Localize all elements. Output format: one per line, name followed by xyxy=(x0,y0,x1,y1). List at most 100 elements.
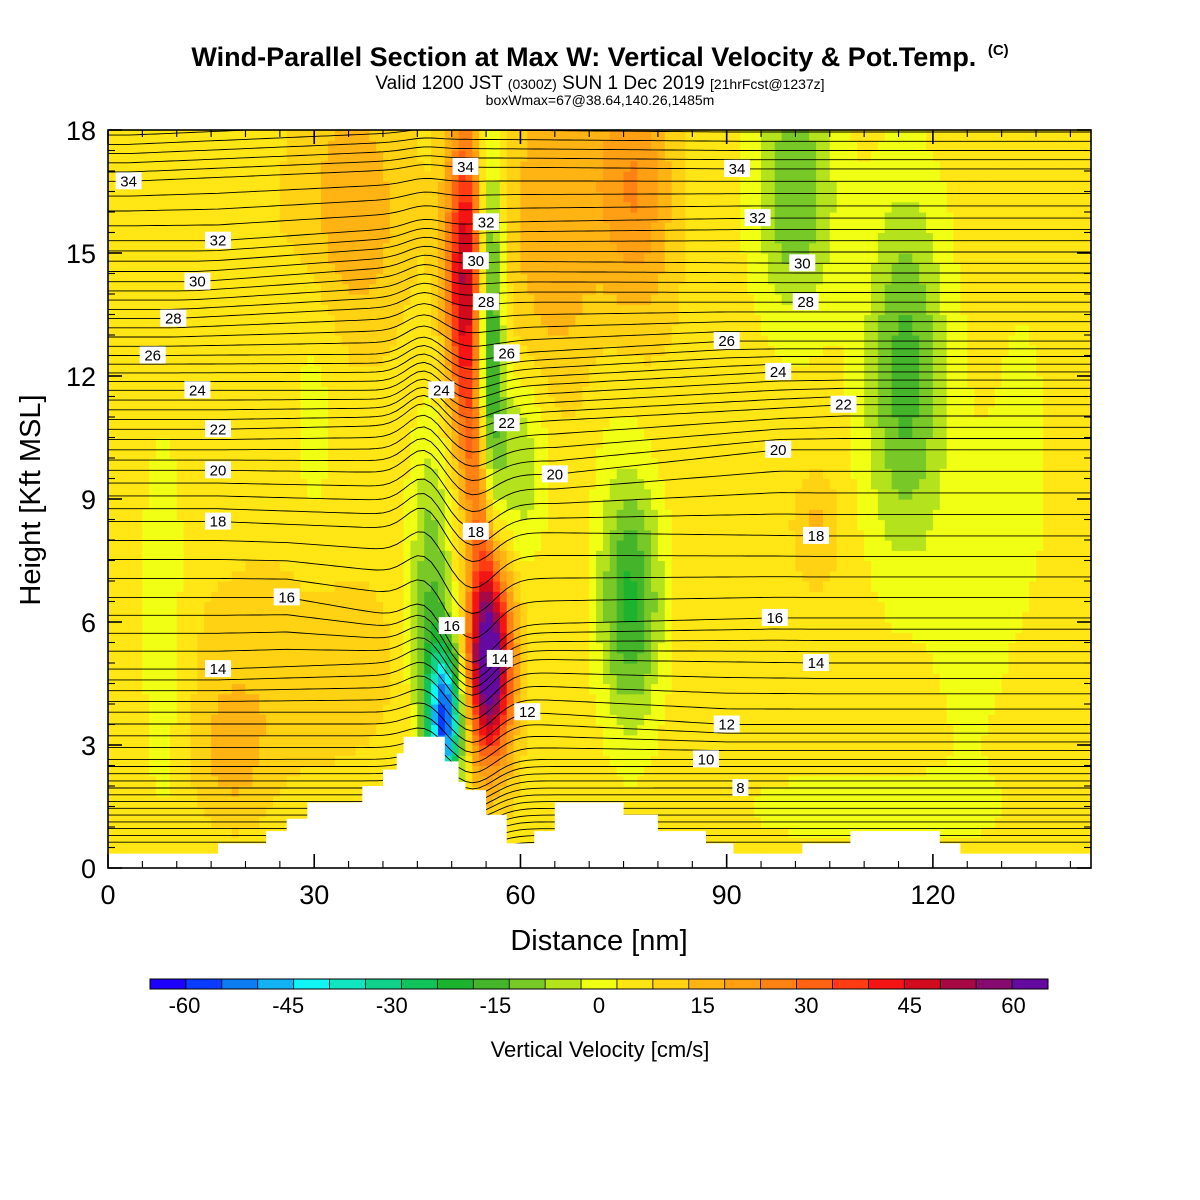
velocity-cell xyxy=(534,540,542,551)
velocity-cell xyxy=(114,704,123,715)
velocity-cell xyxy=(169,519,178,531)
velocity-cell xyxy=(437,591,446,603)
velocity-cell xyxy=(376,519,384,531)
velocity-cell xyxy=(183,570,192,582)
velocity-cell xyxy=(204,171,212,182)
velocity-cell xyxy=(417,304,425,316)
velocity-cell xyxy=(541,673,549,685)
velocity-cell xyxy=(362,611,370,623)
velocity-cell xyxy=(575,130,583,141)
velocity-cell xyxy=(252,222,260,234)
velocity-cell xyxy=(389,140,398,152)
velocity-cell xyxy=(279,212,288,223)
velocity-cell xyxy=(568,365,577,377)
velocity-cell xyxy=(266,509,274,521)
velocity-cell xyxy=(355,437,363,449)
velocity-cell xyxy=(142,242,150,254)
velocity-cell xyxy=(479,345,487,357)
velocity-cell xyxy=(156,427,164,439)
velocity-cell xyxy=(190,458,198,469)
velocity-cell xyxy=(561,509,570,521)
velocity-cell xyxy=(389,222,398,234)
velocity-cell xyxy=(424,509,432,521)
velocity-cell xyxy=(162,437,171,449)
velocity-cell xyxy=(259,745,267,756)
velocity-cell xyxy=(534,294,542,305)
velocity-cell xyxy=(410,499,418,510)
velocity-cell xyxy=(279,540,288,551)
velocity-cell xyxy=(128,417,137,428)
velocity-cell xyxy=(382,140,391,152)
velocity-cell xyxy=(114,232,123,244)
velocity-cell xyxy=(211,253,219,264)
velocity-cell xyxy=(575,263,583,275)
velocity-cell xyxy=(444,335,453,346)
velocity-cell xyxy=(286,581,295,592)
velocity-cell xyxy=(327,253,336,264)
velocity-cell xyxy=(224,160,233,172)
velocity-cell xyxy=(506,622,515,633)
velocity-cell xyxy=(527,581,535,592)
velocity-cell xyxy=(520,827,528,838)
velocity-cell xyxy=(561,540,570,551)
velocity-cell xyxy=(355,581,363,592)
velocity-cell xyxy=(554,765,563,777)
velocity-cell xyxy=(575,601,583,613)
velocity-cell xyxy=(252,611,260,623)
velocity-cell xyxy=(334,232,343,244)
velocity-cell xyxy=(513,160,522,172)
velocity-cell xyxy=(300,734,308,746)
velocity-cell xyxy=(334,601,343,613)
velocity-cell xyxy=(334,447,343,459)
velocity-cell xyxy=(211,314,219,326)
velocity-cell xyxy=(128,622,137,633)
velocity-cell xyxy=(348,488,357,500)
velocity-cell xyxy=(534,140,542,152)
velocity-cell xyxy=(231,591,240,603)
velocity-cell xyxy=(279,468,288,480)
velocity-cell xyxy=(183,714,192,726)
velocity-cell xyxy=(355,663,363,674)
velocity-cell xyxy=(300,232,308,244)
velocity-cell xyxy=(293,314,302,326)
velocity-cell xyxy=(307,611,315,623)
velocity-cell xyxy=(334,724,343,736)
velocity-cell xyxy=(369,478,377,490)
velocity-cell xyxy=(506,540,515,551)
velocity-cell xyxy=(149,622,157,633)
velocity-cell xyxy=(534,324,542,336)
velocity-cell xyxy=(458,468,467,480)
velocity-cell xyxy=(575,314,583,326)
velocity-cell xyxy=(486,806,494,818)
velocity-cell xyxy=(472,427,480,439)
velocity-cell xyxy=(217,130,226,141)
velocity-cell xyxy=(169,396,178,408)
velocity-cell xyxy=(183,417,192,428)
velocity-cell xyxy=(272,242,281,254)
velocity-cell xyxy=(424,365,432,377)
velocity-cell xyxy=(272,396,281,408)
velocity-cell xyxy=(169,406,178,418)
velocity-cell xyxy=(156,273,164,285)
velocity-cell xyxy=(376,755,384,767)
velocity-cell xyxy=(355,447,363,459)
velocity-cell xyxy=(334,294,343,305)
velocity-cell xyxy=(142,755,150,767)
velocity-cell xyxy=(369,611,377,623)
velocity-cell xyxy=(183,191,192,203)
velocity-cell xyxy=(217,786,226,797)
velocity-cell xyxy=(396,365,405,377)
velocity-cell xyxy=(376,529,384,541)
velocity-cell xyxy=(266,519,274,531)
velocity-cell xyxy=(369,437,377,449)
velocity-cell xyxy=(211,642,219,654)
velocity-cell xyxy=(300,458,308,469)
velocity-cell xyxy=(547,201,556,213)
velocity-cell xyxy=(204,765,212,777)
velocity-cell xyxy=(307,509,315,521)
velocity-cell xyxy=(327,652,336,664)
velocity-cell xyxy=(554,745,563,756)
velocity-cell xyxy=(293,663,302,674)
velocity-cell xyxy=(541,242,549,254)
velocity-cell xyxy=(541,335,549,346)
